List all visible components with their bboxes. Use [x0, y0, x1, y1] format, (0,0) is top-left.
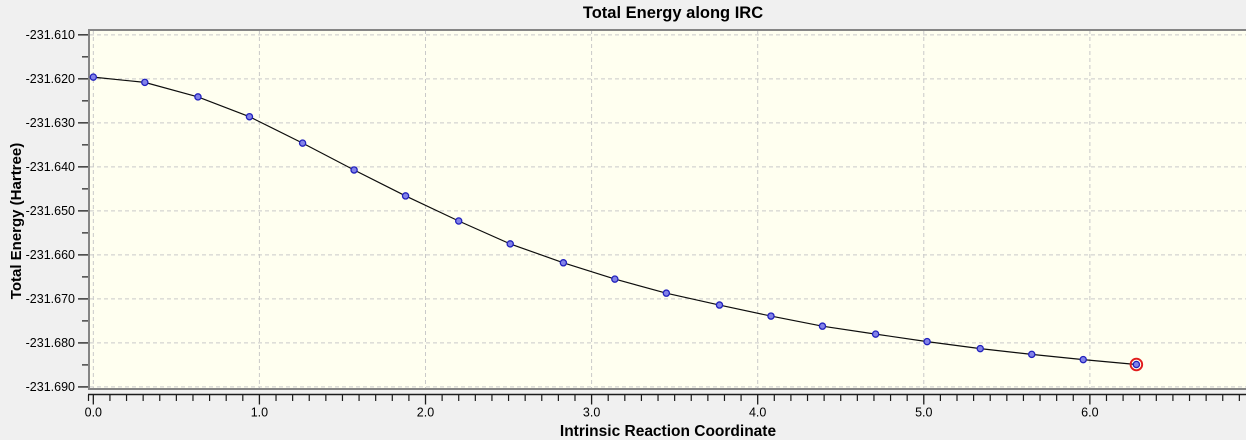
y-tick-label: -231.620: [26, 72, 75, 86]
x-tick-label: 4.0: [749, 406, 766, 420]
y-tick-label: -231.690: [26, 380, 75, 394]
chart-title: Total Energy along IRC: [582, 4, 764, 22]
data-point[interactable]: [194, 93, 202, 101]
x-tick-label: 0.0: [85, 406, 102, 420]
data-point[interactable]: [245, 112, 254, 121]
data-point[interactable]: [89, 73, 98, 81]
data-point[interactable]: [454, 217, 463, 225]
y-tick-label: -231.680: [26, 336, 75, 350]
x-tick-label: 5.0: [915, 406, 932, 420]
y-tick-label: -231.650: [26, 204, 75, 218]
y-tick-label: -231.640: [26, 160, 75, 174]
data-point[interactable]: [1132, 360, 1141, 369]
data-point[interactable]: [298, 139, 307, 147]
data-point[interactable]: [976, 344, 985, 353]
data-point[interactable]: [141, 78, 149, 87]
data-point[interactable]: [1079, 355, 1087, 364]
selected-data-point-ring: [1129, 357, 1144, 372]
data-point[interactable]: [1027, 350, 1036, 359]
y-tick-label: -231.630: [26, 116, 75, 130]
data-point[interactable]: [611, 275, 619, 283]
y-tick-label: -231.660: [26, 248, 75, 262]
x-tick-label: 6.0: [1081, 406, 1098, 420]
data-point[interactable]: [662, 289, 671, 297]
x-axis-title: Intrinsic Reaction Coordinate: [559, 423, 777, 440]
data-point[interactable]: [559, 259, 568, 267]
data-point[interactable]: [506, 240, 514, 248]
plot-area-background: [88, 30, 1246, 390]
data-point[interactable]: [401, 192, 410, 200]
y-tick-label: -231.670: [26, 292, 75, 306]
x-tick-label: 2.0: [417, 406, 434, 420]
data-point[interactable]: [350, 166, 358, 174]
data-point[interactable]: [715, 301, 724, 309]
data-point[interactable]: [923, 337, 931, 346]
x-tick-label: 1.0: [251, 406, 268, 420]
data-point[interactable]: [818, 322, 827, 330]
data-point[interactable]: [767, 312, 775, 320]
x-tick-label: 3.0: [583, 406, 600, 420]
data-point[interactable]: [871, 330, 880, 338]
y-tick-label: -231.610: [26, 28, 75, 42]
